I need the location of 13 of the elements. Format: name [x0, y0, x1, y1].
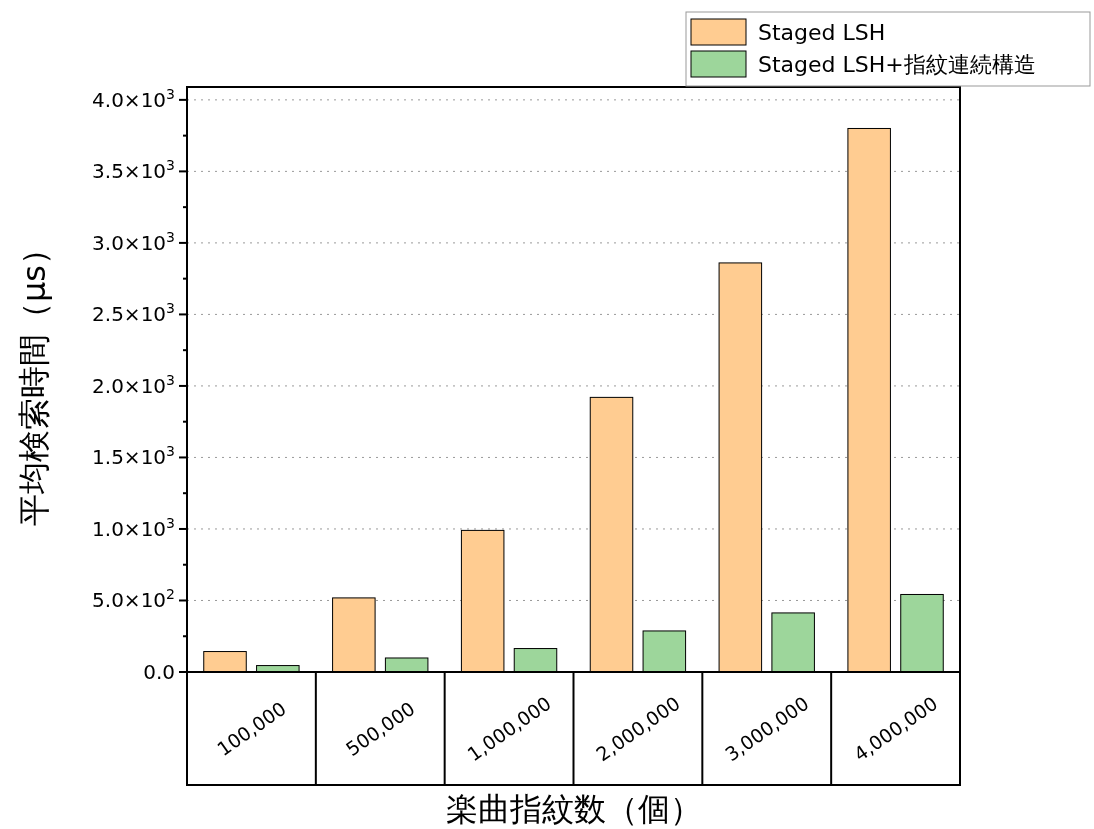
y-tick-label: 1.0×10$^{3}$ [92, 514, 175, 541]
y-tick-label: 3.0×10$^{3}$ [92, 228, 175, 255]
y-tick-label: 2.0×10$^{3}$ [92, 371, 175, 398]
y-tick-label: 5.0×10$^{2}$ [92, 586, 175, 613]
y-axis-title: 平均検索時間（μs） [15, 232, 53, 527]
y-tick-label: 4.0×10$^{3}$ [92, 85, 175, 112]
y-tick-label: 0.0 [143, 660, 175, 684]
legend-label: Staged LSH [758, 20, 886, 45]
x-axis-title: 楽曲指紋数（個） [445, 790, 702, 828]
y-tick-label: 2.5×10$^{3}$ [92, 300, 175, 327]
y-tick-label: 1.5×10$^{3}$ [92, 443, 175, 470]
y-tick-label: 3.5×10$^{3}$ [92, 157, 175, 184]
legend-label: Staged LSH+指紋連続構造 [758, 52, 1036, 77]
